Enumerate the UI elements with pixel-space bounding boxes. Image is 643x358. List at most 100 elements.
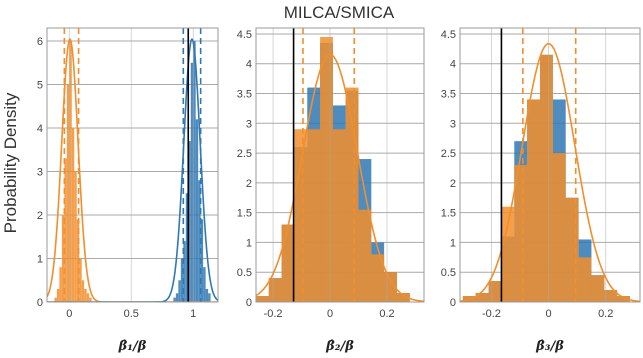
orange-normal-fit-curve <box>460 42 640 302</box>
orange-histogram-bar <box>475 293 489 302</box>
blue-histogram-bar <box>198 180 201 302</box>
orange-histogram-bar <box>71 128 75 302</box>
blue-histogram-bar <box>185 193 189 302</box>
x-tick-label: 0 <box>66 308 72 320</box>
orange-histogram-bar <box>294 129 308 302</box>
orange-histogram-bar <box>396 293 410 302</box>
orange-histogram-bar <box>74 171 77 302</box>
orange-histogram-bar <box>501 206 515 302</box>
orange-histogram-bar <box>69 41 72 302</box>
blue-histogram-bar <box>200 219 204 302</box>
y-tick-label: 1 <box>37 254 43 266</box>
y-tick-label: 0 <box>37 297 43 309</box>
y-tick-label: 2.5 <box>441 148 456 160</box>
panel-beta3: 0 0.5 1 1.5 2 2.5 3 3.5 4 4.5 -0.2 0 0.2 <box>441 27 641 320</box>
x-tick-label: -0.2 <box>482 308 501 320</box>
orange-histogram-bar <box>371 254 385 302</box>
x-tick-label: -0.2 <box>264 308 283 320</box>
y-tick-label: 3.5 <box>441 89 456 101</box>
y-tick-label: 5 <box>37 80 43 92</box>
plot-frame <box>459 27 641 303</box>
blue-histogram-bar <box>190 62 194 302</box>
x-axis-label: β̂₁/β <box>118 339 147 354</box>
orange-histogram-bar <box>488 281 502 302</box>
x-axis-labels: β̂₁/β β̂₂/β β̂₃/β <box>118 339 565 354</box>
y-tick-label: 1 <box>246 237 252 249</box>
x-tick-label: 1 <box>190 308 196 320</box>
orange-histogram-bar <box>527 99 540 302</box>
orange-histogram-bar <box>320 36 333 302</box>
orange-histogram-bar <box>332 129 346 302</box>
blue-histogram-bar <box>180 258 184 302</box>
y-tick-label: 0.5 <box>237 267 252 279</box>
orange-histogram-bar <box>54 297 57 302</box>
orange-histogram-bar <box>64 158 67 302</box>
orange-histogram-bar <box>617 296 630 302</box>
y-tick-label: 0 <box>450 297 456 309</box>
orange-histogram-bar <box>307 129 321 302</box>
y-axis-label: Probability Density <box>1 92 20 233</box>
orange-histogram-bar <box>89 297 92 302</box>
x-tick-label: 0.2 <box>379 308 394 320</box>
orange-histogram-bar <box>565 197 579 302</box>
orange-histogram-bar <box>81 280 85 302</box>
y-tick-label: 6 <box>37 36 43 48</box>
y-tick-label: 3 <box>246 118 252 130</box>
blue-normal-fit-curve <box>47 38 218 302</box>
y-tick-label: 3 <box>450 118 456 130</box>
x-tick-label: 0.2 <box>598 308 613 320</box>
y-tick-label: 0 <box>246 297 252 309</box>
orange-histogram-bar <box>66 84 70 302</box>
orange-histogram-bar <box>604 290 618 302</box>
blue-histogram-bar <box>195 119 199 302</box>
orange-histogram-bar <box>56 288 60 302</box>
x-tick-label: 0.5 <box>124 308 139 320</box>
orange-histogram-bar <box>281 224 295 302</box>
blue-histogram-bar <box>193 41 196 302</box>
y-tick-label: 2.5 <box>237 148 252 160</box>
x-axis-label: β̂₃/β <box>535 339 564 354</box>
panel-beta1: 0 1 2 3 4 5 6 0 0.5 1 <box>37 27 219 320</box>
orange-histogram-bar <box>540 54 553 302</box>
y-tick-label: 1.5 <box>237 208 252 220</box>
orange-histogram-bar <box>358 209 372 302</box>
panel-beta2: 0 0.5 1 1.5 2 2.5 3 3.5 4 4.5 -0.2 0 0.2 <box>237 27 425 320</box>
orange-histogram-bar <box>79 258 82 302</box>
plot-frame <box>46 27 219 303</box>
y-tick-label: 4.5 <box>237 29 252 41</box>
x-tick-label: 0 <box>327 308 333 320</box>
blue-histogram-bar <box>178 280 181 302</box>
y-tick-label: 4.5 <box>441 29 456 41</box>
blue-histogram-bar <box>203 267 206 302</box>
y-tick-label: 3 <box>37 167 43 179</box>
y-tick-label: 4 <box>450 59 456 71</box>
orange-histogram-bar <box>578 257 592 302</box>
orange-histogram-bar <box>514 165 528 302</box>
blue-histogram-bar <box>173 297 176 302</box>
orange-normal-fit-curve <box>47 37 218 302</box>
blue-histogram-bar <box>208 293 211 302</box>
orange-histogram-bar <box>552 153 566 302</box>
y-tick-label: 1 <box>450 237 456 249</box>
x-axis-label: β̂₂/β <box>325 339 354 354</box>
y-tick-label: 0.5 <box>441 267 456 279</box>
orange-histogram-bar <box>61 215 65 302</box>
orange-histogram-bar <box>59 267 62 302</box>
blue-histogram-bar <box>188 141 191 302</box>
orange-histogram-bar <box>591 275 605 302</box>
blue-histogram-bar <box>205 288 209 302</box>
orange-histogram-bar <box>268 278 282 302</box>
blue-histogram-bar <box>183 241 186 302</box>
y-tick-label: 2 <box>37 210 43 222</box>
y-tick-label: 1.5 <box>441 208 456 220</box>
orange-normal-fit-curve <box>256 53 424 302</box>
orange-histogram-bar <box>84 288 87 302</box>
plot-frame <box>255 27 425 303</box>
figure-title: MILCA/SMICA <box>284 3 395 22</box>
x-tick-label: 0 <box>546 308 552 320</box>
y-tick-label: 4 <box>37 123 43 135</box>
orange-histogram-bar <box>256 296 269 302</box>
y-tick-label: 4 <box>246 59 252 71</box>
y-tick-label: 2 <box>450 178 456 190</box>
